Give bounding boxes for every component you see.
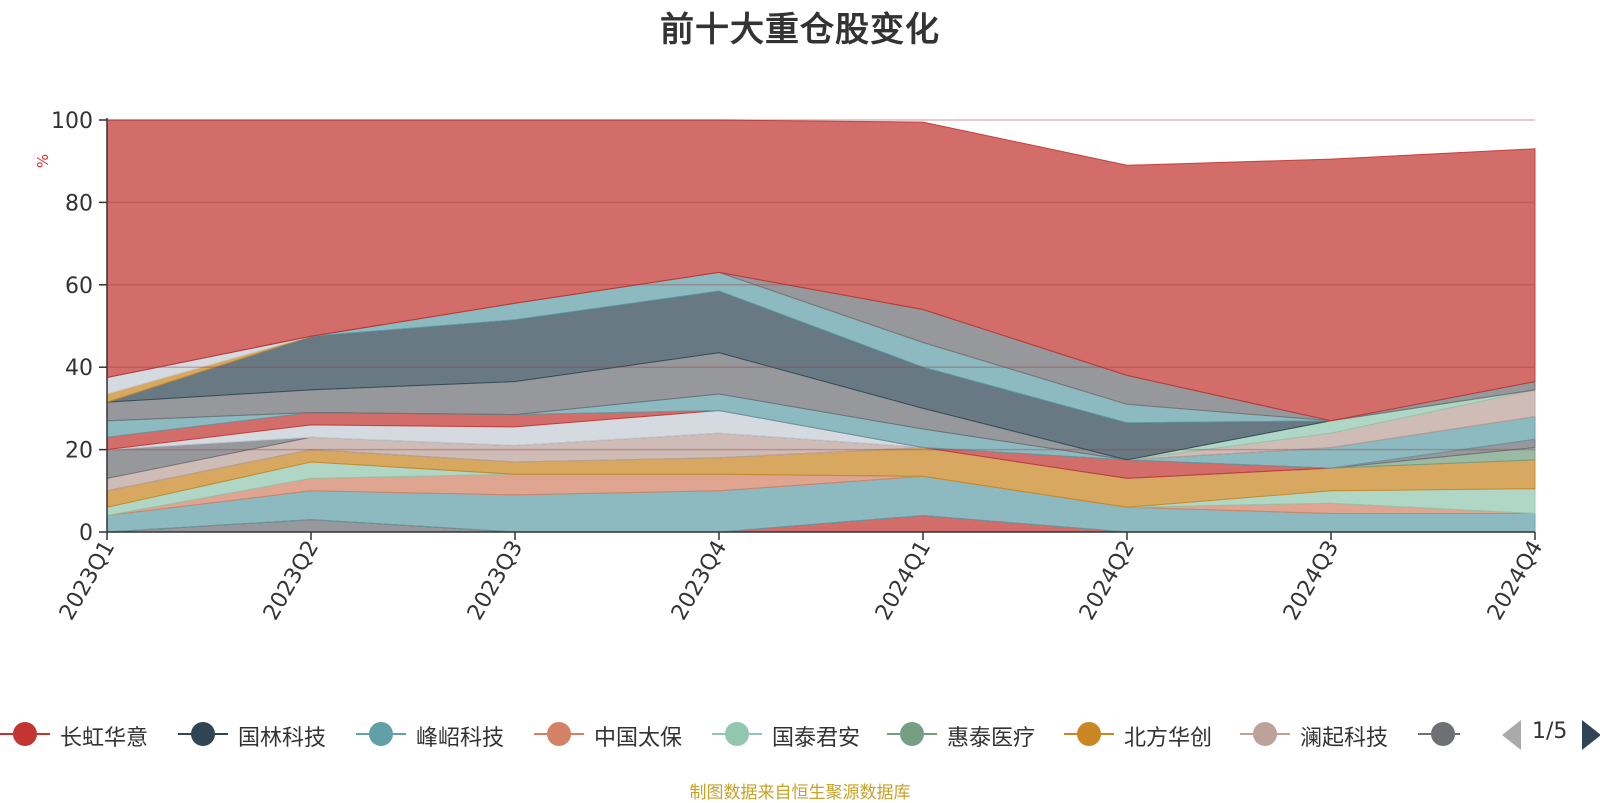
legend-label: 峰岹科技 xyxy=(416,726,505,751)
legend-marker-icon xyxy=(1240,721,1290,747)
legend-label: 中国太保 xyxy=(594,726,683,751)
legend-label: 国泰君安 xyxy=(772,726,861,751)
legend-marker-icon xyxy=(887,721,937,747)
x-tick-label: 2024Q1 xyxy=(871,537,936,625)
x-tick-label: 2024Q2 xyxy=(1075,537,1140,625)
x-tick-label: 2024Q4 xyxy=(1483,537,1548,625)
legend-prev-page-button[interactable] xyxy=(1502,720,1521,750)
legend-next-page-button[interactable] xyxy=(1582,720,1600,750)
legend-page-indicator: 1/5 xyxy=(1532,719,1568,744)
legend-label: 澜起科技 xyxy=(1300,726,1389,751)
y-tick-label: 80 xyxy=(65,191,93,216)
chart-title: 前十大重仓股变化 xyxy=(660,10,940,50)
legend: 长虹华意国林科技峰岹科技中国太保国泰君安惠泰医疗北方华创澜起科技中 xyxy=(0,714,1460,754)
x-tick-label: 2023Q1 xyxy=(55,537,120,625)
y-tick-label: 100 xyxy=(51,109,93,134)
y-tick-label: 20 xyxy=(65,439,93,464)
x-tick-label: 2023Q4 xyxy=(667,537,732,625)
legend-marker-icon xyxy=(534,721,584,747)
legend-label: 长虹华意 xyxy=(60,726,149,751)
legend-marker-icon xyxy=(0,721,50,747)
area-layer xyxy=(106,119,1536,533)
legend-marker-icon xyxy=(356,721,406,747)
y-axis-unit: % xyxy=(34,154,52,168)
x-tick-label: 2023Q3 xyxy=(463,537,528,625)
x-tick-label: 2024Q3 xyxy=(1279,537,1344,625)
legend-label: 北方华创 xyxy=(1124,726,1213,751)
y-tick-label: 40 xyxy=(65,356,93,381)
source-note: 制图数据来自恒生聚源数据库 xyxy=(689,783,911,803)
legend-marker-icon xyxy=(1418,721,1460,747)
legend-marker-icon xyxy=(178,721,228,747)
legend-pager: 1/5 xyxy=(1498,716,1600,752)
legend-label: 国林科技 xyxy=(238,726,327,751)
y-tick-label: 0 xyxy=(79,521,93,546)
series-area-21 xyxy=(106,119,1536,422)
x-tick-label: 2023Q2 xyxy=(259,537,324,625)
legend-label: 惠泰医疗 xyxy=(947,726,1036,751)
legend-marker-icon xyxy=(1064,721,1114,747)
y-tick-label: 60 xyxy=(65,274,93,299)
legend-marker-icon xyxy=(712,721,762,747)
